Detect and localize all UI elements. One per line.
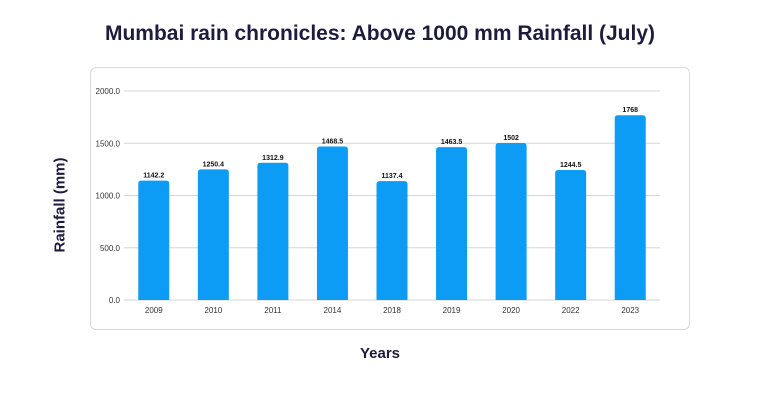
x-tick-label: 2009	[145, 306, 163, 315]
bar	[316, 146, 348, 300]
data-label: 1463.5	[441, 139, 463, 146]
data-label: 1768	[622, 107, 638, 114]
bar	[495, 143, 527, 300]
bar	[138, 180, 170, 300]
bar	[376, 181, 408, 300]
x-axis-label: Years	[359, 345, 401, 362]
x-tick-label: 2022	[562, 306, 580, 315]
bar	[257, 162, 289, 300]
bar	[614, 115, 646, 300]
data-label: 1312.9	[262, 155, 284, 162]
y-tick-label: 2000.0	[96, 87, 121, 96]
bar	[555, 169, 587, 300]
chart-title: Mumbai rain chronicles: Above 1000 mm Ra…	[104, 22, 656, 45]
x-tick-label: 2023	[621, 306, 639, 315]
bar	[436, 147, 468, 300]
x-tick-label: 2018	[383, 306, 401, 315]
data-label: 1250.4	[203, 161, 225, 168]
y-tick-label: 0.0	[109, 296, 121, 305]
data-label: 1468.5	[322, 139, 344, 146]
x-tick-label: 2010	[204, 306, 222, 315]
x-tick-label: 2014	[324, 306, 342, 315]
y-tick-label: 500.0	[100, 244, 121, 253]
data-label: 1502	[503, 135, 519, 142]
x-tick-label: 2020	[502, 306, 520, 315]
data-label: 1244.5	[560, 162, 582, 169]
data-label: 1142.2	[143, 173, 164, 180]
y-tick-label: 1000.0	[96, 192, 121, 201]
x-tick-label: 2011	[264, 306, 282, 315]
x-tick-label: 2019	[443, 306, 461, 315]
data-label: 1137.4	[381, 173, 402, 180]
bar	[197, 169, 229, 300]
y-tick-label: 1500.0	[96, 139, 121, 148]
